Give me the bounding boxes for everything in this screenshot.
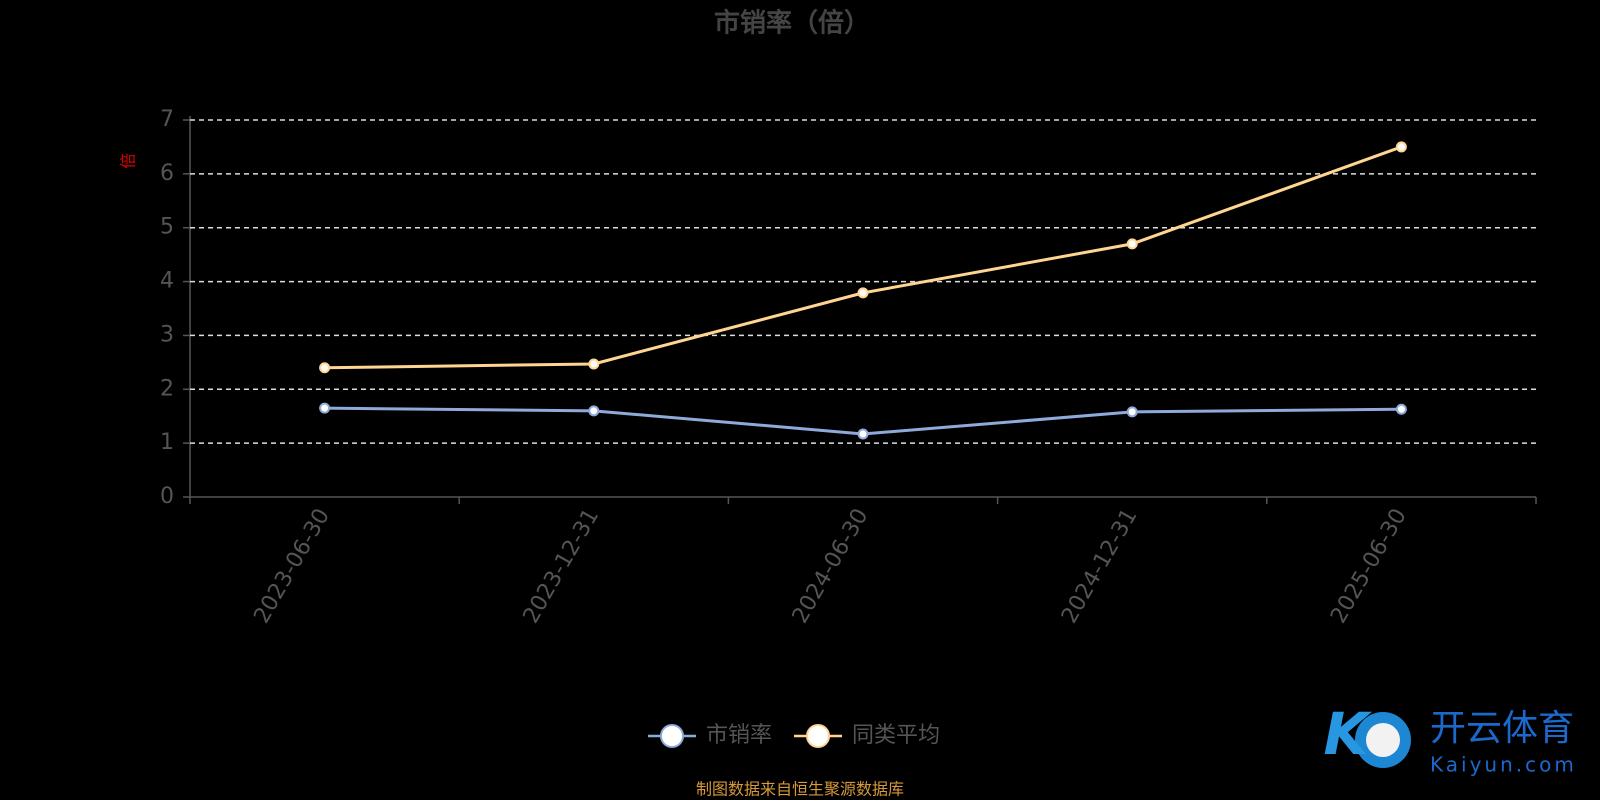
data-point xyxy=(319,402,331,414)
x-tick-label: 2023-06-30 xyxy=(249,505,335,628)
logo-ball-inner xyxy=(1366,723,1400,757)
x-tick-label: 2024-12-31 xyxy=(1057,505,1143,628)
data-point xyxy=(588,358,600,370)
x-tick-label: 2025-06-30 xyxy=(1326,505,1412,628)
data-point xyxy=(1126,238,1138,250)
y-tick-label: 6 xyxy=(160,161,174,186)
x-tick-label: 2023-12-31 xyxy=(519,505,605,628)
data-point xyxy=(1395,403,1407,415)
legend-label: 同类平均 xyxy=(852,723,940,748)
data-point xyxy=(588,405,600,417)
data-point xyxy=(1395,141,1407,153)
y-axis-label: 倍 xyxy=(119,153,138,169)
legend-label: 市销率 xyxy=(706,723,772,748)
data-point xyxy=(1126,406,1138,418)
y-tick-label: 7 xyxy=(160,107,174,132)
series-line xyxy=(324,145,1402,370)
watermark: K 开云体育 Kaiyun.com xyxy=(1324,700,1577,777)
legend-marker xyxy=(806,724,831,748)
legend-marker xyxy=(660,724,684,748)
data-point xyxy=(857,428,869,440)
data-point xyxy=(319,362,331,374)
y-tick-label: 4 xyxy=(160,269,174,294)
x-tick-label: 2024-06-30 xyxy=(788,505,874,628)
y-tick-label: 2 xyxy=(160,376,174,401)
data-point xyxy=(857,287,869,299)
y-tick-label: 5 xyxy=(160,215,174,240)
y-tick-label: 0 xyxy=(160,484,174,509)
y-tick-label: 3 xyxy=(160,322,174,347)
source-note: 制图数据来自恒生聚源数据库 xyxy=(696,780,904,799)
watermark-name: 开云体育 xyxy=(1430,708,1574,749)
y-tick-label: 1 xyxy=(160,430,174,455)
logo-k: K xyxy=(1324,700,1373,768)
watermark-site: Kaiyun.com xyxy=(1430,753,1577,777)
chart-title: 市销率（倍） xyxy=(714,8,870,39)
